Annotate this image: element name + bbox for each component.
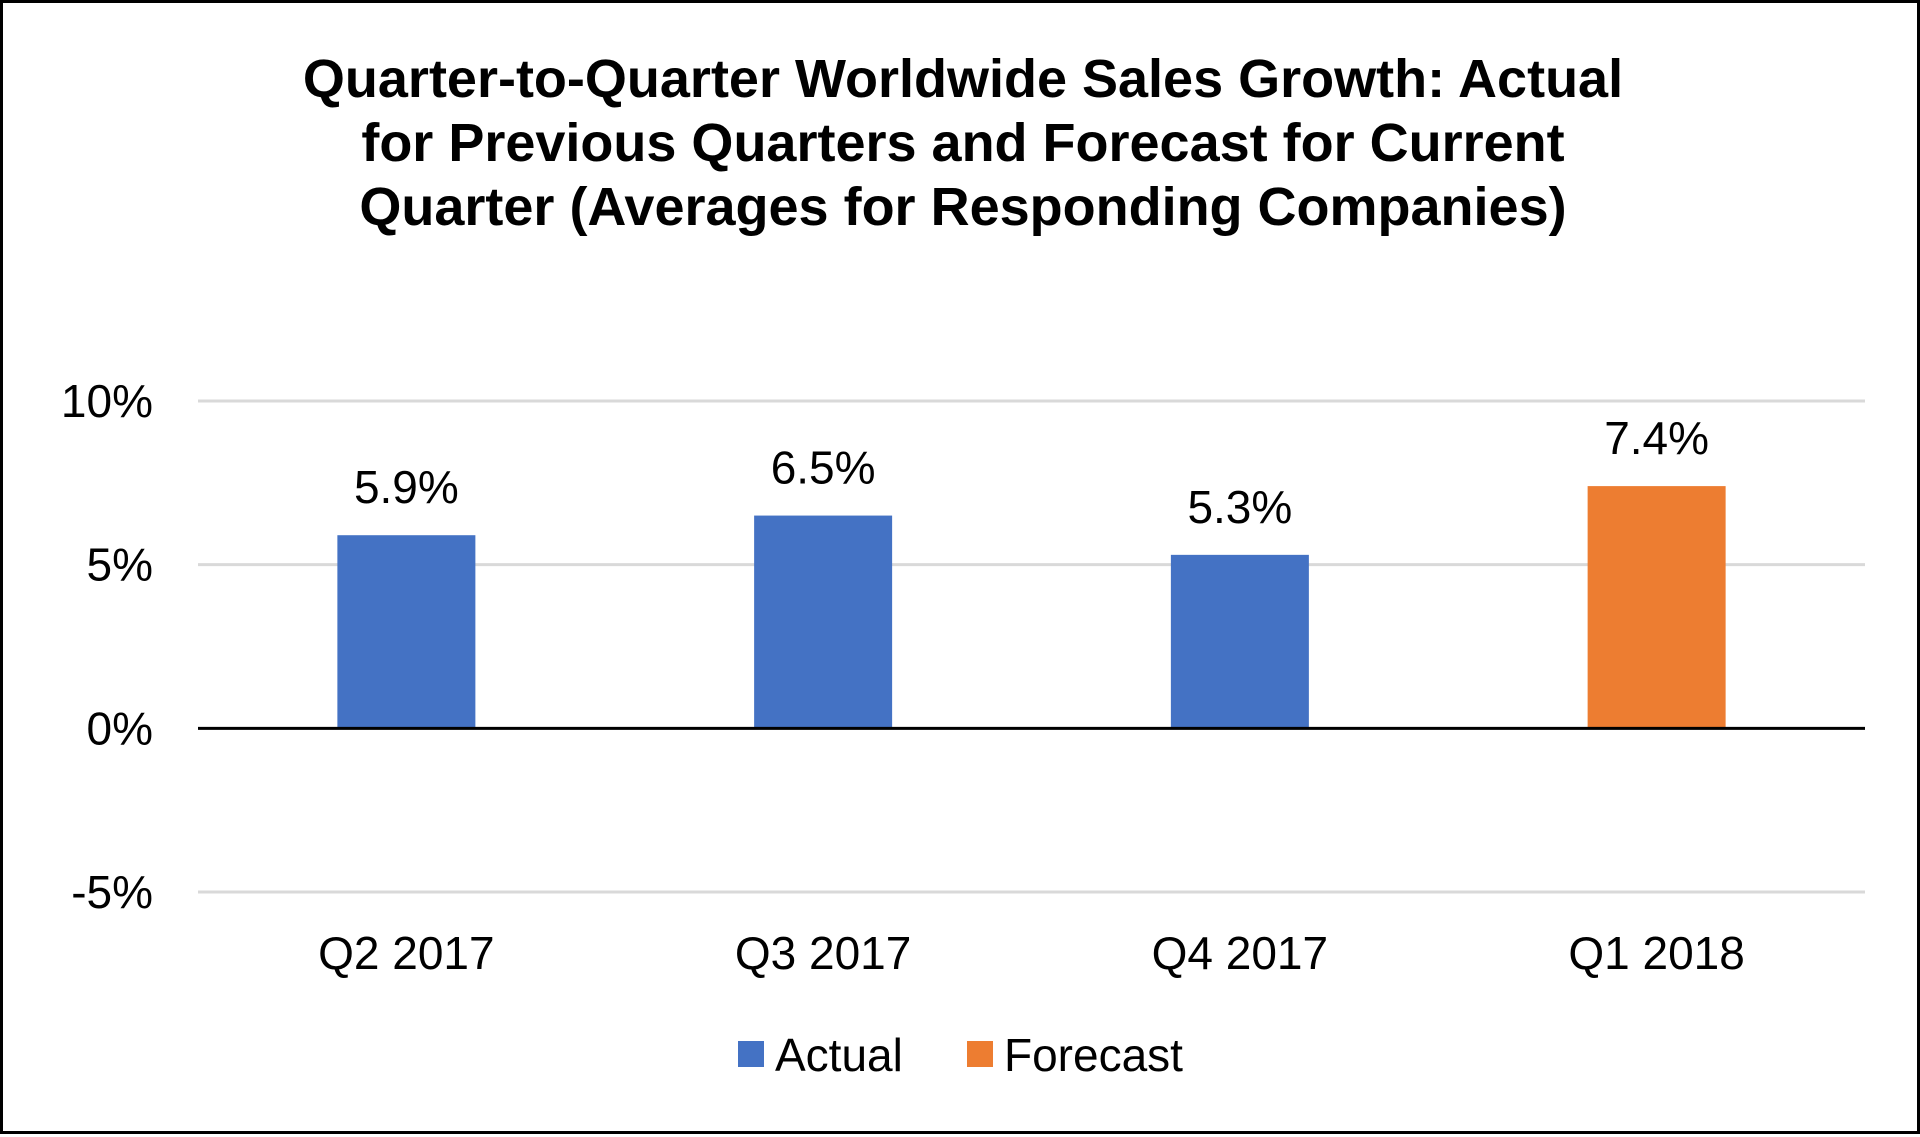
y-axis-tick-labels: 10% 5% 0% -5% xyxy=(61,375,153,918)
x-axis-tick-labels: Q2 2017 Q3 2017 Q4 2017 Q1 2018 xyxy=(318,927,1745,979)
bar-q3-2017 xyxy=(754,515,893,729)
y-tick-label: 5% xyxy=(87,539,153,591)
legend-swatch-actual xyxy=(738,1041,764,1067)
y-tick-label: 0% xyxy=(87,702,153,754)
bar-q2-2017 xyxy=(337,535,476,729)
x-tick-label: Q3 2017 xyxy=(735,927,911,979)
legend-label-actual: Actual xyxy=(775,1029,903,1081)
gridlines xyxy=(198,399,1865,894)
bar-chart: Quarter-to-Quarter Worldwide Sales Growt… xyxy=(61,49,1865,1081)
data-labels: 5.9% 6.5% 5.3% 7.4% xyxy=(354,412,1709,533)
chart-title-line-3: Quarter (Averages for Responding Compani… xyxy=(359,177,1566,237)
legend-label-forecast: Forecast xyxy=(1004,1029,1183,1081)
legend-swatch-forecast xyxy=(967,1041,993,1067)
chart-title-line-1: Quarter-to-Quarter Worldwide Sales Growt… xyxy=(303,49,1623,109)
y-tick-label: 10% xyxy=(61,375,153,427)
x-tick-label: Q1 2018 xyxy=(1568,927,1744,979)
x-tick-label: Q2 2017 xyxy=(318,927,494,979)
bar-q1-2018 xyxy=(1587,486,1726,729)
legend: Actual Forecast xyxy=(738,1029,1183,1081)
x-tick-label: Q4 2017 xyxy=(1152,927,1328,979)
data-label: 5.9% xyxy=(354,461,459,513)
bar-q4-2017 xyxy=(1170,554,1309,729)
data-label: 5.3% xyxy=(1187,481,1292,533)
y-tick-label: -5% xyxy=(71,866,153,918)
data-label: 6.5% xyxy=(771,442,876,494)
data-label: 7.4% xyxy=(1604,412,1709,464)
chart-title-line-2: for Previous Quarters and Forecast for C… xyxy=(361,113,1564,173)
chart-title: Quarter-to-Quarter Worldwide Sales Growt… xyxy=(303,49,1623,237)
bars xyxy=(337,486,1726,729)
